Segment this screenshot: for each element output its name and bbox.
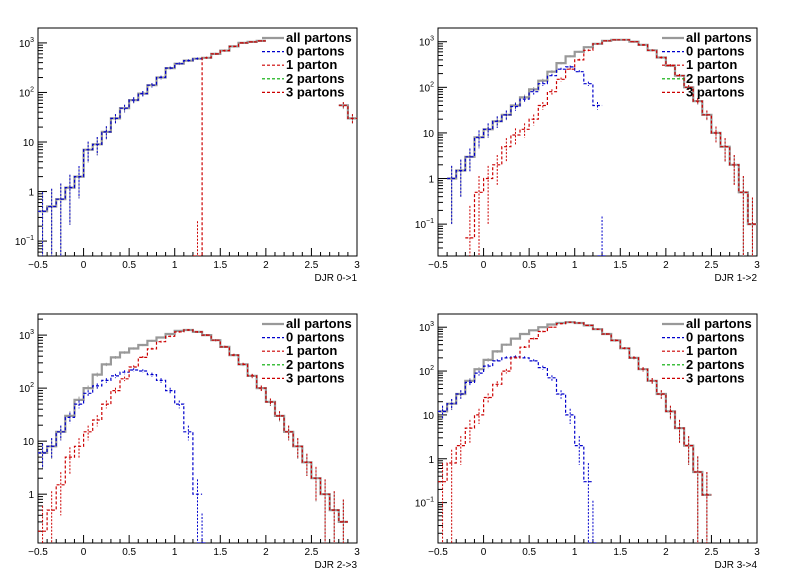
x-axis-label: DJR 2->3 <box>314 560 357 571</box>
series-1-parton <box>438 321 712 543</box>
y-tick-label: 103 <box>419 321 434 334</box>
x-tick-label: 1.5 <box>213 260 227 271</box>
y-tick-label: 103 <box>419 36 434 49</box>
y-tick-label: 103 <box>19 329 34 342</box>
x-tick-label: 1 <box>572 260 578 271</box>
legend-entry: 0 partons <box>686 44 745 59</box>
series-line <box>38 369 207 543</box>
x-tick-label: 3 <box>754 260 760 271</box>
x-tick-label: 1 <box>172 260 178 271</box>
series-0-partons <box>38 368 207 543</box>
legend-entry: all partons <box>686 316 752 331</box>
series-line <box>438 321 712 496</box>
series-line <box>465 39 757 239</box>
x-tick-label: 2 <box>663 547 669 558</box>
legend-entry: all partons <box>286 316 352 331</box>
x-tick-label: 0.5 <box>522 547 536 558</box>
legend-entry: 0 partons <box>286 44 345 59</box>
series-line <box>438 356 598 543</box>
legend-entry: 0 partons <box>686 330 745 345</box>
y-tick-label: 10 <box>23 138 35 149</box>
legend-entry: 3 partons <box>286 84 345 99</box>
series-0-partons <box>438 355 598 543</box>
legend-entry: 2 partons <box>286 357 345 372</box>
x-tick-label: 3 <box>354 260 360 271</box>
legend-entry: 2 partons <box>686 71 745 86</box>
x-axis-label: DJR 3->4 <box>714 560 757 571</box>
y-tick-label: 102 <box>19 382 34 395</box>
x-tick-label: 1.5 <box>613 547 627 558</box>
x-tick-label: 0 <box>81 547 87 558</box>
y-tick-label: 1 <box>428 455 434 466</box>
legend-entry: 3 partons <box>686 370 745 385</box>
y-tick-label: 10−1 <box>415 218 434 231</box>
x-tick-label: −0.5 <box>28 260 48 271</box>
chart-panel-2: −0.5 0 0.5 1 1.5 2 2.5 3 10−1 1 10 102 103 DJR 1->2 al… <box>415 27 760 284</box>
x-tick-label: 0 <box>481 260 487 271</box>
x-tick-label: 2 <box>263 547 269 558</box>
x-tick-label: 1.5 <box>213 547 227 558</box>
legend-entry: 0 partons <box>286 330 345 345</box>
x-tick-label: 3 <box>354 547 360 558</box>
x-tick-label: 2.5 <box>304 260 318 271</box>
x-axis-label: DJR 0->1 <box>314 273 357 284</box>
y-tick-label: 1 <box>28 188 34 199</box>
x-tick-label: 1.5 <box>613 260 627 271</box>
y-tick-label: 10 <box>423 411 435 422</box>
legend-entry: 2 partons <box>286 71 345 86</box>
x-tick-label: 0.5 <box>122 260 136 271</box>
x-tick-label: −0.5 <box>428 260 448 271</box>
y-tick-label: 10 <box>423 129 435 140</box>
x-tick-label: 2.5 <box>304 547 318 558</box>
series-1-parton <box>38 329 348 543</box>
legend-entry: 1 parton <box>686 343 737 358</box>
series-1-parton <box>465 39 757 256</box>
x-tick-label: 0 <box>81 260 87 271</box>
x-tick-label: 2.5 <box>704 260 718 271</box>
x-axis-label: DJR 1->2 <box>714 273 757 284</box>
chart-panel-1: −0.5 0 0.5 1 1.5 2 2.5 3 10−1 1 10 102 103 DJR 0->1 al… <box>15 27 360 284</box>
y-tick-label: 102 <box>419 365 434 378</box>
legend-entry: 2 partons <box>686 357 745 372</box>
x-tick-label: 0.5 <box>122 547 136 558</box>
y-tick-label: 103 <box>19 37 34 50</box>
x-tick-label: 0 <box>481 547 487 558</box>
y-tick-label: 10−1 <box>415 497 434 510</box>
legend-entry: 3 partons <box>286 370 345 385</box>
legend-entry: all partons <box>686 30 752 45</box>
x-tick-label: 0.5 <box>522 260 536 271</box>
x-tick-label: 2 <box>263 260 269 271</box>
x-tick-label: −0.5 <box>428 547 448 558</box>
x-tick-label: 2 <box>663 260 669 271</box>
x-tick-label: 2.5 <box>704 547 718 558</box>
y-tick-label: 102 <box>419 81 434 94</box>
x-tick-label: −0.5 <box>28 547 48 558</box>
y-tick-label: 1 <box>28 490 34 501</box>
legend-entry: 1 parton <box>686 57 737 72</box>
y-tick-label: 1 <box>428 175 434 186</box>
series-line <box>38 58 203 212</box>
series-line <box>447 66 607 256</box>
y-tick-label: 10−1 <box>15 235 34 248</box>
legend-entry: 1 parton <box>286 343 337 358</box>
legend-entry: all partons <box>286 30 352 45</box>
chart-panel-3: −0.5 0 0.5 1 1.5 2 2.5 3 1 10 102 103 DJR 2->3 all pa… <box>19 313 360 571</box>
series-1-parton <box>192 40 357 256</box>
y-tick-label: 10 <box>23 437 35 448</box>
legend-entry: 1 parton <box>286 57 337 72</box>
legend-entry: 3 partons <box>686 84 745 99</box>
y-tick-label: 102 <box>19 86 34 99</box>
x-tick-label: 1 <box>172 547 178 558</box>
series-0-partons <box>447 65 607 256</box>
series-0-partons <box>38 57 203 256</box>
x-tick-label: 3 <box>754 547 760 558</box>
x-tick-label: 1 <box>572 547 578 558</box>
series-line <box>38 329 348 532</box>
chart-panel-4: −0.5 0 0.5 1 1.5 2 2.5 3 10−1 1 10 102 103 DJR 3->4 al… <box>415 313 760 571</box>
